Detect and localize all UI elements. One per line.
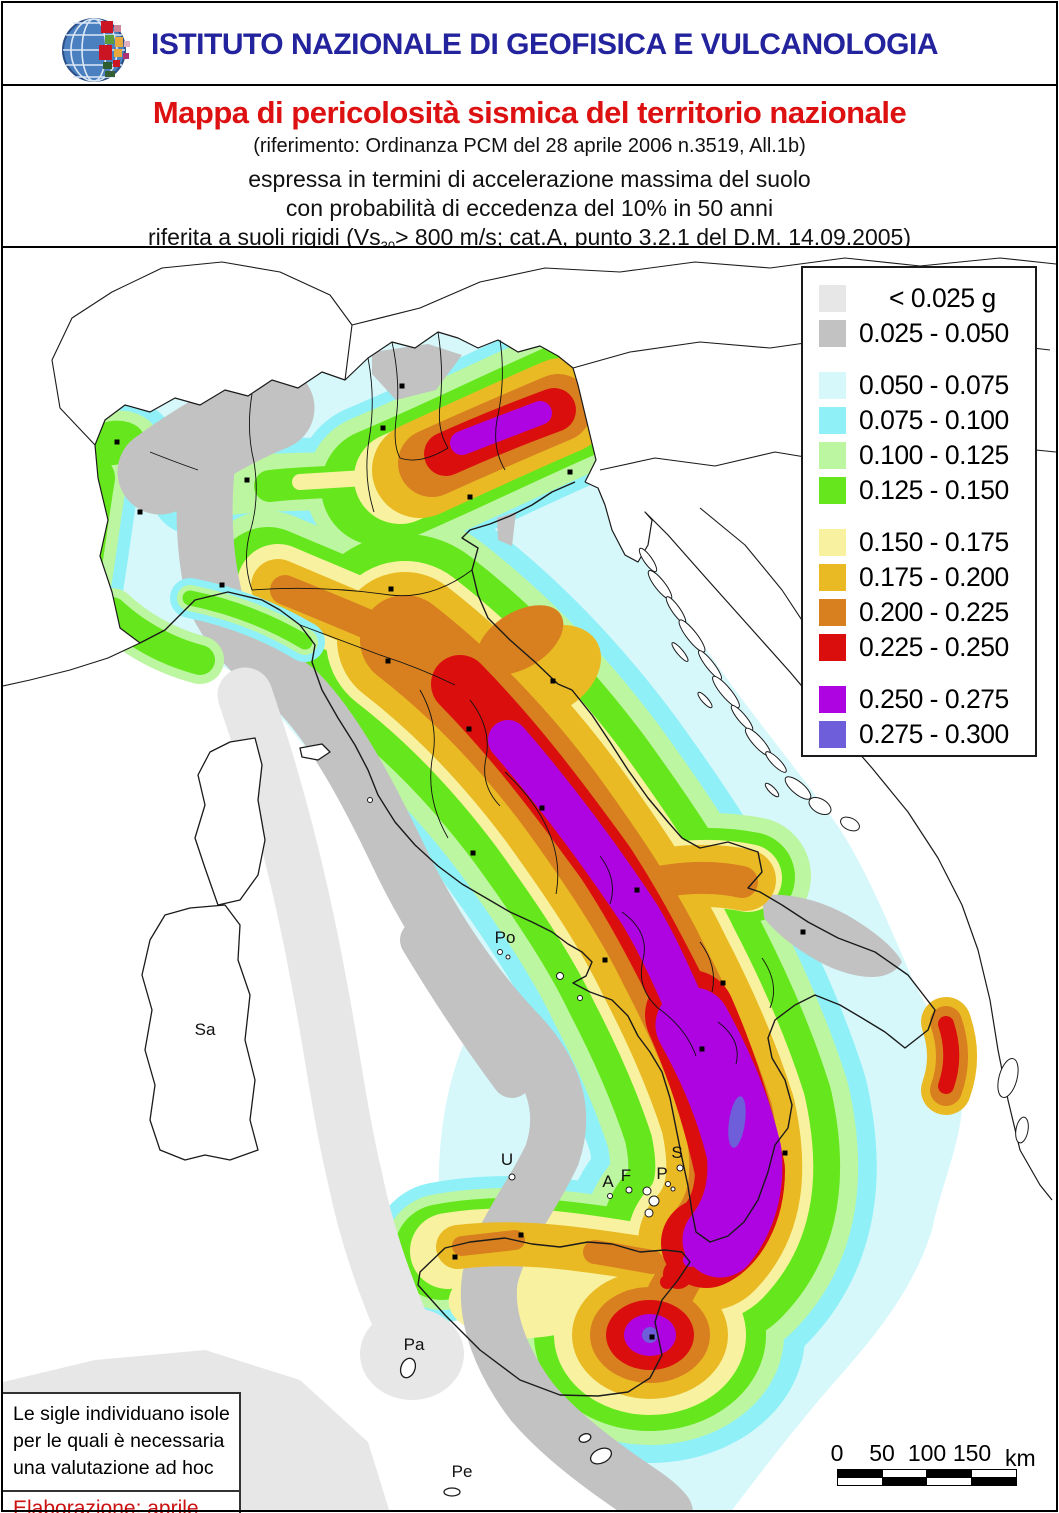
legend-swatch bbox=[819, 320, 846, 347]
institute-title: ISTITUTO NAZIONALE DI GEOFISICA E VULCAN… bbox=[151, 28, 939, 61]
island-label-pe: Pe bbox=[451, 1462, 473, 1481]
legend-label: 0.225 - 0.250 bbox=[859, 632, 1009, 662]
legend-label: 0.175 - 0.200 bbox=[859, 562, 1009, 592]
island-label-s: S bbox=[671, 1143, 683, 1162]
island-label-pa: Pa bbox=[403, 1335, 425, 1354]
island-label-sa: Sa bbox=[194, 1020, 216, 1039]
legend-swatch bbox=[819, 285, 846, 312]
note-text: Le sigle individuano isole per le quali è… bbox=[3, 1394, 239, 1492]
legend-item: 0.175 - 0.200 bbox=[819, 560, 1035, 595]
scale-unit: km bbox=[1005, 1445, 1036, 1471]
legend-label: 0.075 - 0.100 bbox=[859, 405, 1009, 435]
legend-swatch bbox=[819, 721, 846, 748]
legend: < 0.025 g 0.025 - 0.050 0.050 - 0.075 0.075… bbox=[801, 266, 1037, 757]
legend-label: 0.125 - 0.150 bbox=[859, 475, 1009, 505]
legend-label: 0.100 - 0.125 bbox=[859, 440, 1009, 470]
legend-item: 0.125 - 0.150 bbox=[819, 473, 1035, 508]
legend-label: 0.025 - 0.050 bbox=[859, 318, 1009, 348]
legend-swatch bbox=[819, 599, 846, 626]
scale-tick-100: 100 bbox=[907, 1440, 947, 1466]
scale-tick-50: 50 bbox=[869, 1440, 895, 1466]
italy-hazard-svg bbox=[3, 250, 1056, 1510]
legend-item: 0.050 - 0.075 bbox=[819, 368, 1035, 403]
legend-item: 0.100 - 0.125 bbox=[819, 438, 1035, 473]
hazard-map: Sa Po U A F P S Pa Pe bbox=[3, 248, 1056, 1510]
legend-label: < 0.025 g bbox=[889, 283, 996, 313]
legend-item: 0.250 - 0.275 bbox=[819, 682, 1035, 717]
island-label-u: U bbox=[500, 1150, 514, 1169]
map-title: Mappa di pericolosità sismica del territ… bbox=[152, 95, 907, 130]
scale-bar: 0 50 100 150 km bbox=[827, 1440, 1042, 1490]
legend-item: 0.200 - 0.225 bbox=[819, 595, 1035, 630]
legend-swatch bbox=[819, 372, 846, 399]
title-block: Mappa di pericolosità sismica del territ… bbox=[3, 86, 1056, 254]
legend-swatch bbox=[819, 477, 846, 504]
island-label-a: A bbox=[602, 1172, 614, 1191]
legend-item: 0.225 - 0.250 bbox=[819, 630, 1035, 665]
subtitle-line1: espressa in termini di accelerazione mas… bbox=[248, 166, 811, 192]
legend-label: 0.275 - 0.300 bbox=[859, 719, 1009, 749]
legend-swatch bbox=[819, 634, 846, 661]
island-label-po: Po bbox=[494, 928, 516, 947]
legend-item: 0.275 - 0.300 bbox=[819, 717, 1035, 752]
map-title-reference: (riferimento: Ordinanza PCM del 28 april… bbox=[253, 135, 806, 157]
subtitle-line3: riferita a suoli rigidi (Vs30> 800 m/s; … bbox=[147, 224, 911, 254]
legend-swatch bbox=[819, 564, 846, 591]
legend-item: 0.075 - 0.100 bbox=[819, 403, 1035, 438]
subtitle-line2: con probabilità di eccedenza del 10% in … bbox=[285, 195, 774, 221]
legend-swatch bbox=[819, 407, 846, 434]
island-label-f: F bbox=[620, 1166, 632, 1185]
legend-label: 0.050 - 0.075 bbox=[859, 370, 1009, 400]
scale-bar-graphic bbox=[837, 1469, 1017, 1486]
elaboration-date: Elaborazione: aprile 2004 bbox=[13, 1497, 199, 1513]
note-box: Le sigle individuano isole per le quali è… bbox=[3, 1392, 241, 1513]
scale-tick-0: 0 bbox=[830, 1440, 844, 1466]
legend-label: 0.200 - 0.225 bbox=[859, 597, 1009, 627]
legend-swatch bbox=[819, 529, 846, 556]
legend-label: 0.250 - 0.275 bbox=[859, 684, 1009, 714]
island-label-p: P bbox=[656, 1164, 668, 1183]
logo-mosaic bbox=[99, 21, 130, 77]
legend-swatch bbox=[819, 686, 846, 713]
header-divider bbox=[3, 84, 1056, 86]
title-divider bbox=[3, 246, 1056, 248]
city-markers bbox=[114, 383, 806, 1340]
legend-label: 0.150 - 0.175 bbox=[859, 527, 1009, 557]
legend-item: 0.025 - 0.050 bbox=[819, 316, 1035, 351]
header-bar: ISTITUTO NAZIONALE DI GEOFISICA E VULCAN… bbox=[3, 3, 1056, 85]
scale-tick-150: 150 bbox=[952, 1440, 992, 1466]
legend-swatch bbox=[819, 442, 846, 469]
legend-item: 0.150 - 0.175 bbox=[819, 525, 1035, 560]
legend-item: < 0.025 g bbox=[819, 281, 1035, 316]
ingv-logo-icon bbox=[62, 18, 130, 82]
